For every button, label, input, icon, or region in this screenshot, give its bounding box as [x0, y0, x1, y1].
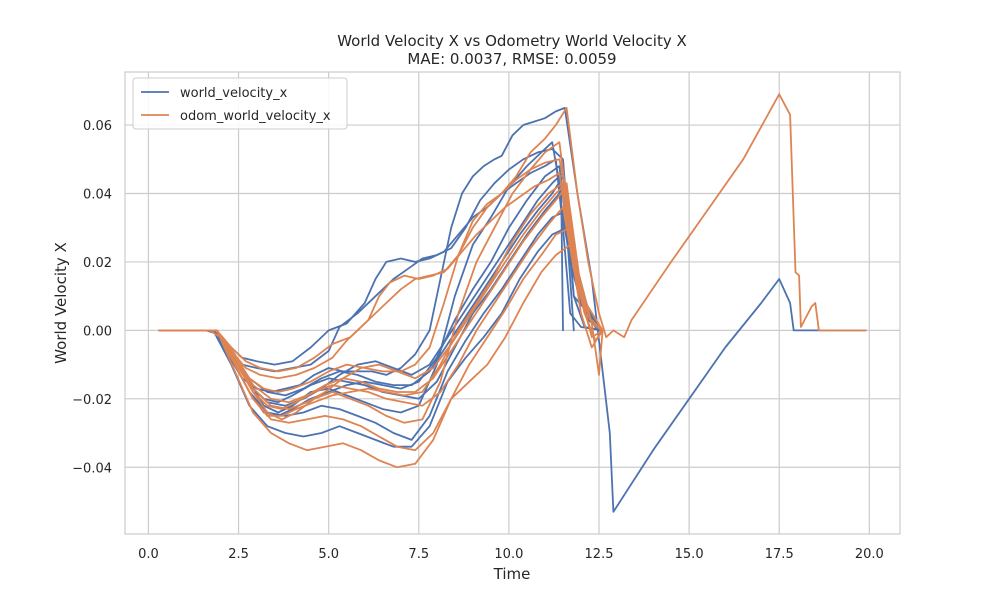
series-line	[158, 141, 564, 414]
x-tick-label: 12.5	[585, 547, 614, 562]
series-odom-world-velocity-x	[158, 93, 867, 469]
series-line	[158, 243, 604, 469]
series-line	[158, 158, 604, 366]
series-line	[158, 141, 604, 424]
x-tick-label: 7.5	[408, 547, 429, 562]
legend-label-odom-world-velocity-x: odom_world_velocity_x	[180, 109, 331, 124]
plot-area	[125, 72, 900, 534]
y-axis-label: World Velocity X	[52, 242, 70, 364]
x-tick-label: 17.5	[765, 547, 794, 562]
series-line	[158, 93, 867, 393]
series-line	[158, 107, 867, 513]
x-tick-label: 0.0	[138, 547, 159, 562]
series-line	[158, 172, 604, 373]
legend-label-world-velocity-x: world_velocity_x	[180, 86, 288, 101]
series-line	[158, 226, 604, 448]
x-axis-label: Time	[493, 565, 531, 583]
y-tick-label: 0.00	[83, 324, 112, 339]
plot-frame	[124, 71, 901, 535]
series-line	[158, 175, 604, 397]
y-tick-label: 0.02	[83, 256, 112, 271]
legend-box	[132, 77, 348, 130]
y-tick-label: 0.06	[83, 119, 112, 134]
series-lines	[158, 93, 867, 513]
x-tick-label: 2.5	[228, 547, 249, 562]
legend: world_velocity_x odom_world_velocity_x	[132, 77, 348, 130]
tick-labels: 0.0 2.5 5.0 7.5 10.0 12.5 15.0 17.5 20.0 −0.04 −0.…	[72, 119, 884, 562]
x-tick-label: 10.0	[494, 547, 523, 562]
series-line	[158, 206, 604, 411]
x-tick-label: 15.0	[675, 547, 704, 562]
chart-subtitle: MAE: 0.0037, RMSE: 0.0059	[407, 50, 616, 68]
series-line	[158, 226, 604, 452]
series-line	[158, 185, 604, 404]
x-tick-label: 5.0	[318, 547, 339, 562]
chart-title: World Velocity X vs Odometry World Veloc…	[337, 32, 687, 50]
y-tick-label: −0.02	[72, 393, 112, 408]
series-line	[158, 192, 604, 404]
y-tick-label: 0.04	[83, 187, 112, 202]
y-tick-label: −0.04	[72, 461, 112, 476]
series-line	[158, 182, 604, 411]
x-tick-label: 20.0	[855, 547, 884, 562]
